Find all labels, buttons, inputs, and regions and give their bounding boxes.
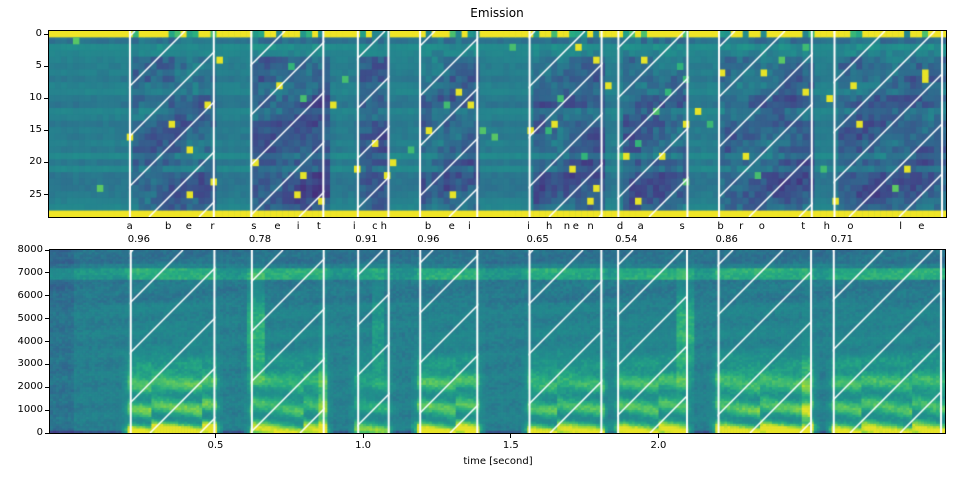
spectrogram-xtick-label: 1.0 [355, 440, 372, 451]
tick-mark [45, 386, 49, 388]
aligned-char-label: i [296, 221, 300, 232]
aligned-char-label: n [563, 221, 571, 232]
spectrogram-ytick-label: 1000 [17, 404, 43, 416]
tick-mark [214, 434, 216, 438]
tick-mark [44, 33, 48, 35]
tick-mark [45, 318, 49, 320]
emission-plot [48, 30, 947, 218]
tick-mark [45, 341, 49, 342]
tick-mark [510, 434, 512, 438]
aligned-char-label: o [847, 221, 854, 232]
word-score-label: 0.96 [417, 234, 440, 245]
tick-mark [45, 363, 49, 365]
aligned-char-label: a [126, 221, 133, 232]
tick-mark [45, 272, 49, 274]
emission-ytick-label: 5 [35, 60, 42, 72]
spectrogram-ytick-label: 6000 [17, 289, 43, 301]
emission-ytick-label: 10 [29, 92, 42, 104]
aligned-char-label: t [801, 221, 806, 232]
spectrogram-xtick-label: 2.0 [650, 440, 667, 451]
word-score-label: 0.54 [615, 234, 638, 245]
word-score-label: 0.65 [526, 234, 549, 245]
tick-mark [44, 129, 48, 131]
aligned-char-label: r [739, 221, 744, 232]
word-score-label: 0.78 [248, 234, 272, 245]
tick-mark [45, 409, 49, 411]
spectrogram-ytick-label: 7000 [17, 266, 43, 278]
tick-mark [45, 295, 49, 297]
spectrogram-xtick-label: 0.5 [207, 440, 224, 451]
aligned-char-label: d [616, 221, 624, 232]
aligned-char-label: i [527, 221, 530, 232]
emission-ytick-label: 25 [29, 188, 42, 200]
emission-heatmap [49, 31, 946, 217]
aligned-char-label: i [352, 221, 356, 232]
spectrogram-ytick-label: 8000 [17, 244, 43, 255]
tick-mark [44, 65, 48, 67]
emission-ytick-label: 20 [29, 156, 42, 168]
aligned-char-label: o [758, 221, 765, 232]
aligned-char-label: l [899, 221, 903, 232]
aligned-char-label: r [210, 221, 215, 232]
tick-mark [45, 249, 49, 251]
tick-mark [362, 434, 364, 438]
aligned-char-label: b [164, 221, 172, 232]
aligned-char-label: e [448, 221, 455, 232]
aligned-char-label: h [380, 221, 387, 232]
aligned-char-label: h [823, 221, 831, 232]
tick-mark [44, 161, 48, 163]
tick-mark [44, 97, 48, 99]
aligned-char-label: b [424, 221, 432, 232]
aligned-char-label: s [679, 221, 685, 232]
tick-mark [657, 434, 659, 438]
spectrogram-xtick-label: 1.5 [502, 440, 519, 451]
aligned-char-label: a [637, 221, 644, 232]
aligned-char-label: t [316, 221, 321, 232]
aligned-char-label: e [572, 221, 579, 232]
spectrogram-plot [49, 249, 946, 434]
aligned-char-label: e [185, 221, 192, 232]
emission-ytick-label: 15 [29, 124, 42, 136]
aligned-char-label: i [468, 221, 471, 232]
spectrogram-ytick-label: 0 [36, 427, 43, 438]
aligned-char-label: e [918, 221, 925, 232]
word-score-label: 0.96 [127, 234, 151, 245]
emission-ytick-label: 0 [35, 28, 42, 40]
spectrogram-ytick-label: 5000 [17, 312, 43, 324]
x-axis-label: time [second] [463, 456, 533, 467]
spectrogram-heatmap [50, 250, 945, 433]
aligned-char-label: c [372, 221, 378, 232]
aligned-char-label: s [251, 221, 257, 232]
aligned-char-label: b [717, 221, 724, 232]
word-score-label: 0.91 [355, 234, 378, 245]
spectrogram-ytick-label: 2000 [17, 381, 43, 393]
word-score-label: 0.71 [830, 234, 854, 245]
aligned-char-label: e [274, 221, 281, 232]
tick-mark [44, 194, 48, 196]
word-score-label: 0.86 [715, 234, 738, 245]
plot-title: Emission [470, 6, 524, 20]
aligned-char-label: n [587, 221, 594, 232]
spectrogram-ytick-label: 3000 [17, 358, 43, 370]
tick-mark [45, 432, 49, 434]
aligned-char-label: h [546, 221, 553, 232]
spectrogram-ytick-label: 4000 [17, 335, 43, 347]
